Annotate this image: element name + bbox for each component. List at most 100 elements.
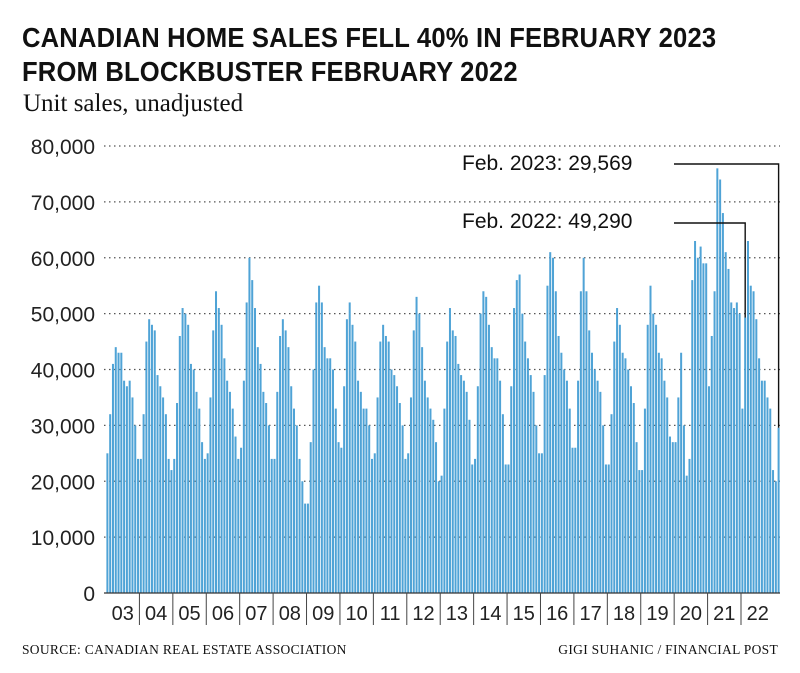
- x-tick-label: 05: [178, 603, 200, 625]
- bar: [323, 347, 326, 593]
- y-tick-label: 30,000: [31, 415, 95, 438]
- bar: [579, 291, 582, 593]
- bar: [201, 442, 204, 593]
- bar: [532, 391, 535, 593]
- bar: [560, 352, 563, 593]
- bar: [137, 458, 140, 593]
- bar: [284, 330, 287, 593]
- bar: [632, 403, 635, 593]
- bar: [546, 285, 549, 593]
- bar: [552, 257, 555, 593]
- bar: [117, 352, 120, 593]
- bar: [724, 252, 727, 593]
- bar: [170, 470, 173, 593]
- bar: [668, 436, 671, 593]
- bar: [493, 358, 496, 593]
- bar: [649, 285, 652, 593]
- bar: [501, 414, 504, 593]
- bar: [379, 341, 382, 593]
- bar: [618, 324, 621, 593]
- bar: [418, 313, 421, 594]
- bar: [487, 324, 490, 593]
- bar: [457, 363, 460, 593]
- bar: [482, 291, 485, 593]
- bar: [206, 453, 209, 593]
- bar: [641, 470, 644, 593]
- bar: [203, 458, 206, 593]
- bar: [164, 414, 167, 593]
- bar: [577, 380, 580, 593]
- bar: [306, 503, 309, 593]
- annotation-label: Feb. 2022: 49,290: [462, 210, 632, 233]
- bar: [351, 324, 354, 593]
- annotation-leader-line: [674, 222, 746, 318]
- bar: [404, 458, 407, 593]
- bar: [120, 352, 123, 593]
- bar: [557, 335, 560, 593]
- bar: [150, 324, 153, 593]
- bar: [521, 313, 524, 594]
- bar: [716, 168, 719, 593]
- bar: [730, 302, 733, 593]
- bar: [655, 324, 658, 593]
- bar: [443, 408, 446, 593]
- title-line-2: FROM BLOCKBUSTER FEBRUARY 2022: [22, 56, 518, 87]
- bar: [543, 375, 546, 593]
- bar: [396, 386, 399, 593]
- bar: [409, 397, 412, 593]
- x-tick-label: 03: [112, 603, 134, 625]
- bar: [621, 352, 624, 593]
- x-tick-label: 21: [713, 603, 735, 625]
- bar: [270, 458, 273, 593]
- bar: [309, 442, 312, 593]
- x-tick-label: 15: [513, 603, 535, 625]
- bar: [432, 419, 435, 593]
- bar: [273, 458, 276, 593]
- bar: [746, 240, 749, 594]
- bar: [134, 425, 137, 594]
- bar: [694, 240, 697, 594]
- bar: [390, 369, 393, 593]
- bar: [518, 274, 521, 593]
- bar: [345, 319, 348, 593]
- bar: [254, 308, 257, 593]
- bar: [529, 375, 532, 593]
- bar: [490, 347, 493, 593]
- bar: [343, 386, 346, 593]
- x-tick-label: 07: [245, 603, 267, 625]
- bar: [602, 425, 605, 594]
- chart-title: CANADIAN HOME SALES FELL 40% IN FEBRUARY…: [22, 21, 738, 89]
- bar: [440, 475, 443, 593]
- bar: [563, 369, 566, 593]
- bar: [387, 341, 390, 593]
- bar: [401, 425, 404, 594]
- bar: [454, 335, 457, 593]
- bar: [348, 302, 351, 593]
- bar: [128, 380, 131, 593]
- bar: [496, 358, 499, 593]
- bar: [162, 397, 165, 593]
- bar: [304, 503, 307, 593]
- bar: [696, 257, 699, 593]
- bar: [426, 397, 429, 593]
- bar: [267, 425, 270, 594]
- bar: [398, 403, 401, 593]
- bar: [279, 335, 282, 593]
- bar: [755, 319, 758, 593]
- bar: [499, 380, 502, 593]
- bar: [315, 302, 318, 593]
- bar: [281, 319, 284, 593]
- bar: [549, 252, 552, 593]
- bar: [312, 369, 315, 593]
- bar: [357, 380, 360, 593]
- bar: [479, 313, 482, 594]
- bar: [646, 324, 649, 593]
- bar: [663, 380, 666, 593]
- bar: [368, 425, 371, 594]
- bar: [735, 302, 738, 593]
- bar: [582, 257, 585, 593]
- bar: [290, 386, 293, 593]
- bar: [265, 403, 268, 593]
- y-tick-label: 40,000: [31, 360, 95, 383]
- bar: [474, 458, 477, 593]
